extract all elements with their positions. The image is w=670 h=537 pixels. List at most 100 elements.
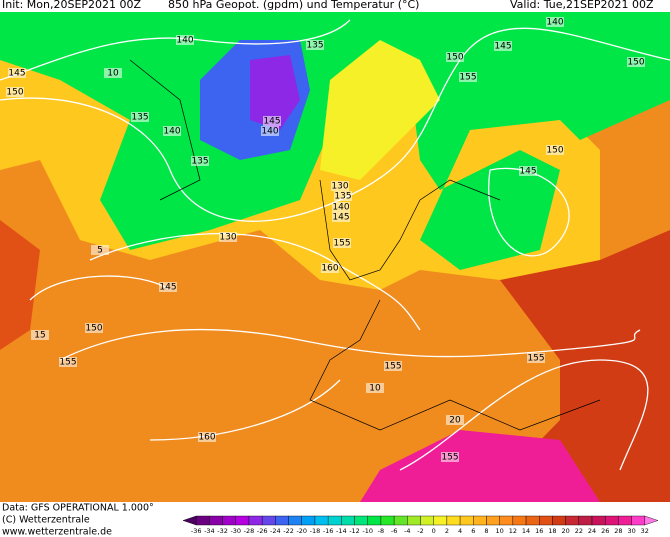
- scale-label: -36: [191, 527, 202, 535]
- scale-label: 22: [575, 527, 583, 535]
- contour-label: 155: [527, 354, 544, 364]
- contour-label: 140: [261, 127, 278, 137]
- label-bg: [198, 432, 216, 442]
- scale-swatch: [525, 515, 540, 526]
- data-source: Data: GFS OPERATIONAL 1.000°: [2, 503, 154, 514]
- scale-label: 8: [484, 527, 488, 535]
- contour-label: 150: [546, 146, 563, 156]
- contour-label: 150: [627, 58, 644, 68]
- scale-label: -14: [336, 527, 347, 535]
- label-bg: [331, 181, 349, 191]
- scale-swatch: [512, 515, 527, 526]
- scale-label: -16: [323, 527, 334, 535]
- contour-label: 140: [176, 36, 193, 46]
- label-bg: [261, 126, 279, 136]
- contour-label: 135: [191, 157, 208, 167]
- label-bg: [546, 17, 564, 27]
- label-bg: [384, 361, 402, 371]
- contour-label: 130: [331, 182, 348, 192]
- contour-label: 155: [333, 239, 350, 249]
- scale-label: 0: [432, 527, 436, 535]
- label-bg: [59, 357, 77, 367]
- label-bg: [131, 112, 149, 122]
- scale-swatch: [459, 515, 474, 526]
- contour-label: 150: [6, 88, 23, 98]
- scale-swatch: [578, 515, 593, 526]
- valid-time: Valid: Tue,21SEP2021 00Z: [510, 0, 654, 11]
- hot-zone: [0, 220, 40, 350]
- scale-swatch: [433, 515, 448, 526]
- contour-label: 145: [494, 42, 511, 52]
- scale-swatch: [591, 515, 606, 526]
- scale-swatch: [314, 515, 329, 526]
- scale-swatch: [393, 515, 408, 526]
- contour-label: 150: [446, 53, 463, 63]
- scale-label: 32: [641, 527, 649, 535]
- scale-swatch: [605, 515, 619, 526]
- contour-label: 10: [369, 384, 381, 394]
- contour-label: 145: [263, 117, 280, 127]
- scale-swatch: [354, 515, 368, 526]
- scale-swatch: [195, 515, 210, 526]
- contour-label: 155: [384, 362, 401, 372]
- contour-label: 155: [441, 453, 458, 463]
- contour-label: 145: [159, 283, 176, 293]
- scale-label: 28: [614, 527, 622, 535]
- scale-swatch: [235, 515, 250, 526]
- scale-swatch: [261, 515, 276, 526]
- map-title: 850 hPa Geopot. (gpdm) und Temperatur (°…: [168, 0, 419, 11]
- scale-swatch: [565, 515, 580, 526]
- scale-label: -18: [310, 527, 321, 535]
- scale-label: -20: [296, 527, 307, 535]
- label-bg: [459, 72, 477, 82]
- label-bg: [366, 383, 384, 393]
- label-bg: [332, 212, 350, 222]
- scale-label: -8: [378, 527, 384, 535]
- scale-label: -30: [230, 527, 241, 535]
- contour-label: 145: [519, 167, 536, 177]
- label-bg: [91, 245, 109, 255]
- label-bg: [546, 145, 564, 155]
- cool-zone: [0, 12, 670, 270]
- scale-swatch: [367, 515, 382, 526]
- scale-swatch: [644, 515, 659, 526]
- label-bg: [191, 156, 209, 166]
- label-bg: [519, 166, 537, 176]
- scale-swatch: [182, 515, 197, 526]
- scale-label: -32: [217, 527, 228, 535]
- label-bg: [441, 452, 459, 462]
- contour-label: 140: [163, 127, 180, 137]
- contour-label: 10: [107, 69, 119, 79]
- scale-label: 20: [561, 527, 569, 535]
- label-bg: [219, 232, 237, 242]
- scale-swatch: [327, 515, 342, 526]
- scale-swatch: [407, 515, 421, 526]
- label-bg: [8, 68, 26, 78]
- contour-label: 145: [8, 69, 25, 79]
- warm-zone: [320, 40, 440, 180]
- contour-label: 135: [306, 41, 323, 51]
- label-bg: [332, 202, 350, 212]
- website: www.wetterzentrale.de: [2, 527, 112, 537]
- contour-label: 140: [332, 203, 349, 213]
- label-bg: [446, 52, 464, 62]
- scale-label: 14: [522, 527, 530, 535]
- coastlines: [129, 59, 601, 431]
- scale-swatch: [222, 515, 236, 526]
- contour-label: 130: [219, 233, 236, 243]
- scale-label: -26: [257, 527, 268, 535]
- hot-core: [360, 430, 600, 502]
- contour-label: 160: [198, 433, 215, 443]
- hot-zone: [480, 230, 670, 502]
- scale-label: 10: [496, 527, 504, 535]
- scale-swatch: [341, 515, 355, 526]
- init-time: Init: Mon,20SEP2021 00Z: [2, 0, 142, 11]
- scale-label: -6: [391, 527, 397, 535]
- scale-label: 16: [535, 527, 543, 535]
- label-bg: [104, 68, 122, 78]
- scale-label: -28: [244, 527, 255, 535]
- scale-label: -12: [349, 527, 360, 535]
- scale-swatch: [631, 515, 646, 526]
- contour-label: 135: [334, 192, 351, 202]
